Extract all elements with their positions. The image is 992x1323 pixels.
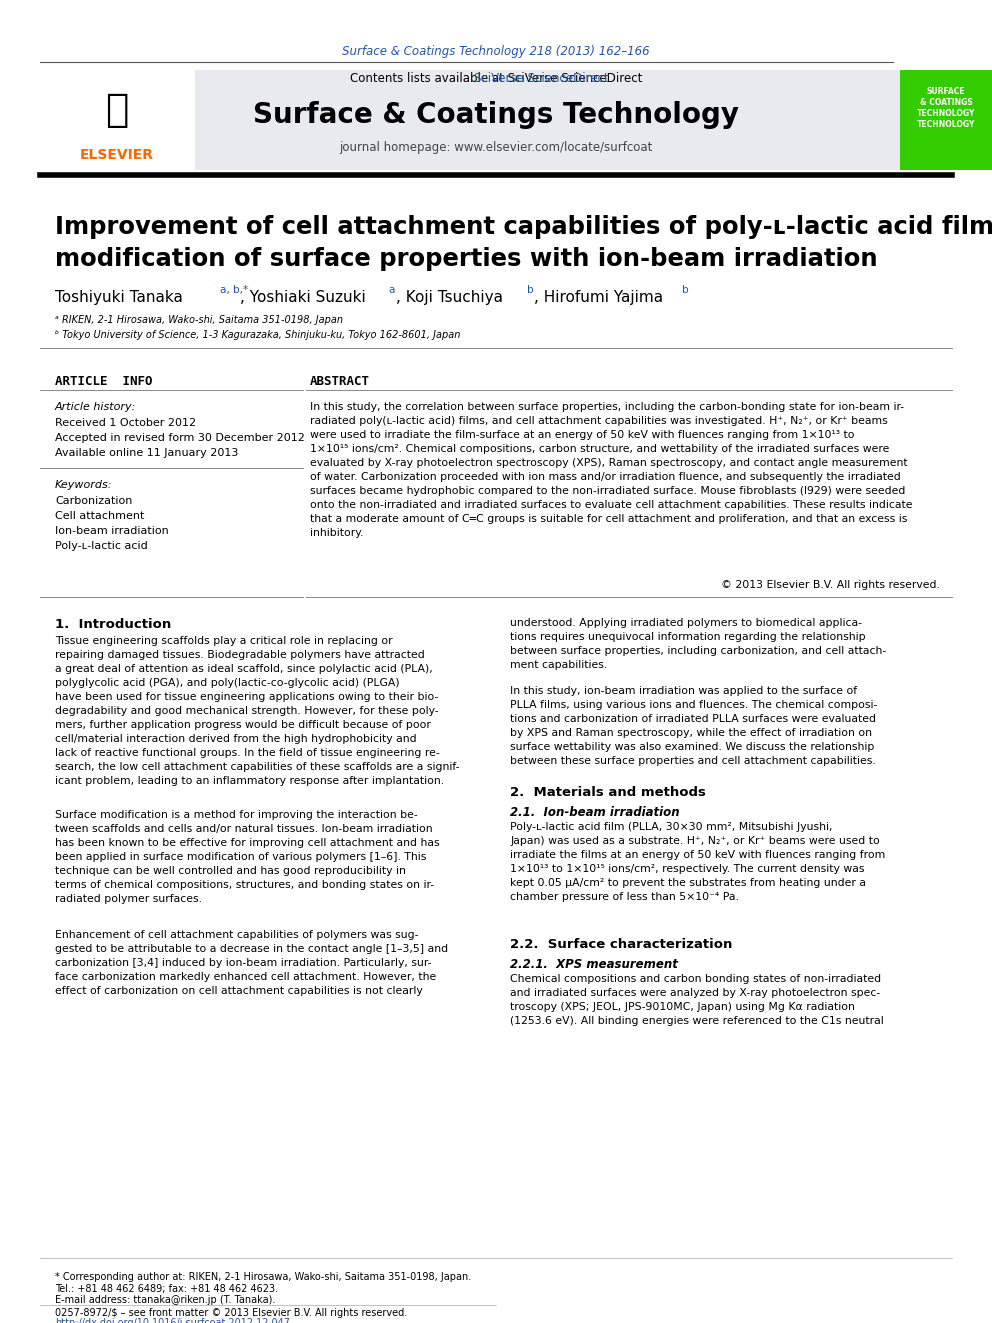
Text: b: b [682,284,688,295]
Text: 🌳: 🌳 [105,91,129,130]
Text: 2.1.  Ion-beam irradiation: 2.1. Ion-beam irradiation [510,806,680,819]
Text: Accepted in revised form 30 December 2012: Accepted in revised form 30 December 201… [55,433,305,443]
Text: * Corresponding author at: RIKEN, 2-1 Hirosawa, Wako-shi, Saitama 351-0198, Japa: * Corresponding author at: RIKEN, 2-1 Hi… [55,1271,471,1294]
Text: 1.  Introduction: 1. Introduction [55,618,172,631]
Text: Chemical compositions and carbon bonding states of non-irradiated
and irradiated: Chemical compositions and carbon bonding… [510,974,884,1027]
Text: Tissue engineering scaffolds play a critical role in replacing or
repairing dama: Tissue engineering scaffolds play a crit… [55,636,459,786]
Text: E-mail address: ttanaka@riken.jp (T. Tanaka).: E-mail address: ttanaka@riken.jp (T. Tan… [55,1295,276,1304]
Text: http://dx.doi.org/10.1016/j.surfcoat.2012.12.047: http://dx.doi.org/10.1016/j.surfcoat.201… [55,1318,290,1323]
Text: Surface modification is a method for improving the interaction be-
tween scaffol: Surface modification is a method for imp… [55,810,439,904]
Text: Keywords:: Keywords: [55,480,112,490]
Text: Received 1 October 2012: Received 1 October 2012 [55,418,196,429]
Text: Surface & Coatings Technology 218 (2013) 162–166: Surface & Coatings Technology 218 (2013)… [342,45,650,58]
Text: a: a [388,284,395,295]
Text: Poly-ʟ-lactic acid: Poly-ʟ-lactic acid [55,541,148,550]
Text: , Hirofumi Yajima: , Hirofumi Yajima [534,290,668,306]
Text: understood. Applying irradiated polymers to biomedical applica-
tions requires u: understood. Applying irradiated polymers… [510,618,886,669]
Bar [40,70,195,169]
Text: Contents lists available at SciVerse ScienceDirect: Contents lists available at SciVerse Sci… [350,71,642,85]
Text: ABSTRACT: ABSTRACT [310,374,370,388]
Text: Available online 11 January 2013: Available online 11 January 2013 [55,448,238,458]
Text: 0257-8972/$ – see front matter © 2013 Elsevier B.V. All rights reserved.: 0257-8972/$ – see front matter © 2013 El… [55,1308,408,1318]
Text: Carbonization: Carbonization [55,496,132,505]
Text: , Koji Tsuchiya: , Koji Tsuchiya [396,290,508,306]
Text: ᵃ RIKEN, 2-1 Hirosawa, Wako-shi, Saitama 351-0198, Japan: ᵃ RIKEN, 2-1 Hirosawa, Wako-shi, Saitama… [55,315,343,325]
Text: Toshiyuki Tanaka: Toshiyuki Tanaka [55,290,187,306]
Text: SURFACE
& COATINGS
TECHNOLOGY
TECHNOLOGY: SURFACE & COATINGS TECHNOLOGY TECHNOLOGY [917,87,975,130]
Text: SciVerse ScienceDirect: SciVerse ScienceDirect [384,71,608,85]
Text: 2.2.  Surface characterization: 2.2. Surface characterization [510,938,732,951]
Text: b: b [527,284,534,295]
Text: Cell attachment: Cell attachment [55,511,145,521]
Text: Ion-beam irradiation: Ion-beam irradiation [55,527,169,536]
Bar [40,70,900,169]
Text: 2.2.1.  XPS measurement: 2.2.1. XPS measurement [510,958,678,971]
Text: ᵇ Tokyo University of Science, 1-3 Kagurazaka, Shinjuku-ku, Tokyo 162-8601, Japa: ᵇ Tokyo University of Science, 1-3 Kagur… [55,329,460,340]
Text: 2.  Materials and methods: 2. Materials and methods [510,786,706,799]
Text: In this study, ion-beam irradiation was applied to the surface of
PLLA films, us: In this study, ion-beam irradiation was … [510,687,877,766]
Text: Poly-ʟ-lactic acid film (PLLA, 30×30 mm², Mitsubishi Jyushi,
Japan) was used as : Poly-ʟ-lactic acid film (PLLA, 30×30 mm²… [510,822,885,902]
Text: Article history:: Article history: [55,402,136,411]
Text: ARTICLE  INFO: ARTICLE INFO [55,374,153,388]
Text: ELSEVIER: ELSEVIER [80,148,154,161]
Text: © 2013 Elsevier B.V. All rights reserved.: © 2013 Elsevier B.V. All rights reserved… [721,579,940,590]
Text: Improvement of cell attachment capabilities of poly-ʟ-lactic acid films by
modif: Improvement of cell attachment capabilit… [55,216,992,271]
Text: a, b,*: a, b,* [220,284,248,295]
Text: In this study, the correlation between surface properties, including the carbon-: In this study, the correlation between s… [310,402,913,538]
Text: journal homepage: www.elsevier.com/locate/surfcoat: journal homepage: www.elsevier.com/locat… [339,142,653,155]
Bar [900,70,992,169]
Text: Enhancement of cell attachment capabilities of polymers was sug-
gested to be at: Enhancement of cell attachment capabilit… [55,930,448,996]
Text: , Yoshiaki Suzuki: , Yoshiaki Suzuki [240,290,371,306]
Text: Surface & Coatings Technology: Surface & Coatings Technology [253,101,739,130]
